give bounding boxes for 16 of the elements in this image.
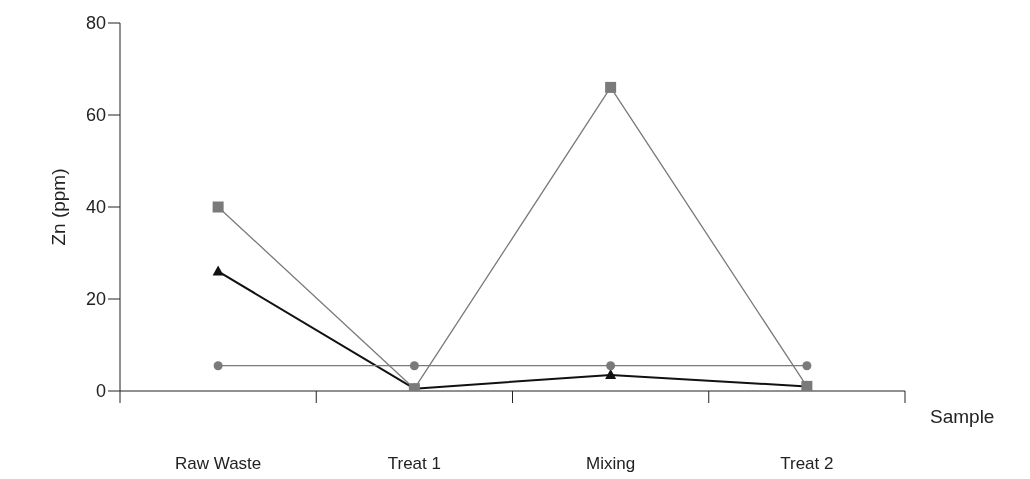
point (409, 361, 419, 371)
point (605, 81, 617, 93)
y-tick-label: 0 (95, 381, 106, 402)
y-tick-label: 80 (85, 13, 106, 34)
point (213, 361, 223, 371)
y-tick-label: 60 (85, 105, 106, 126)
x-tick-label: Mixing (586, 454, 636, 473)
y-tick-label: 40 (85, 197, 106, 218)
x-tick-label: Treat 1 (387, 454, 441, 473)
y-axis-title: Zn (ppm) (47, 168, 69, 246)
point (802, 361, 812, 371)
x-tick-label: Raw Waste (174, 454, 262, 473)
point (212, 201, 224, 213)
y-tick-label: 20 (85, 289, 106, 310)
x-axis-title: Sample (930, 406, 995, 427)
x-tick-label: Treat 2 (780, 454, 834, 473)
